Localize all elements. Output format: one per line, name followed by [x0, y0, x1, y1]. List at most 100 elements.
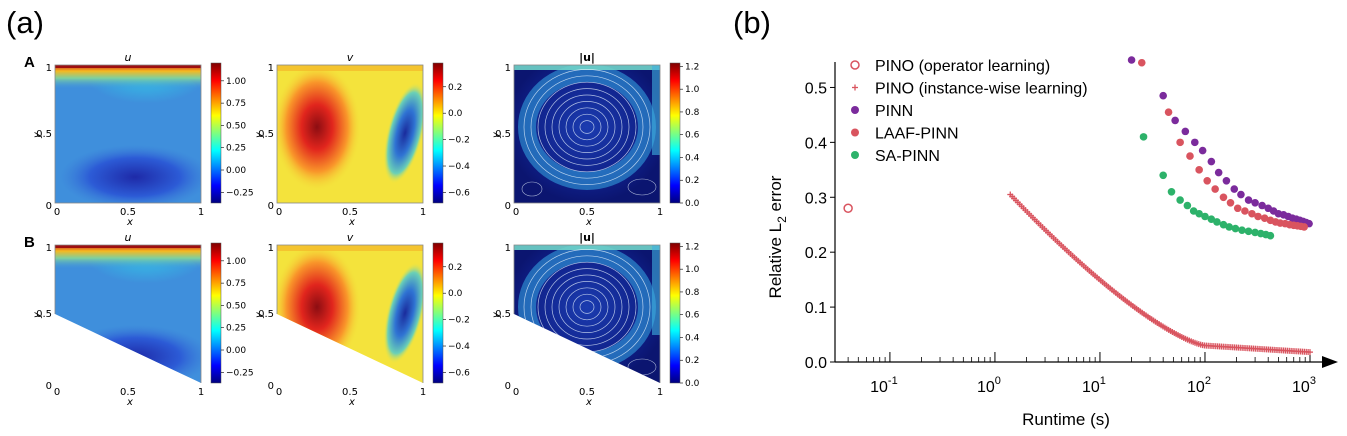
colorbar-tick-label: 0.2	[448, 263, 462, 273]
y-tick-label: 0.2	[805, 245, 827, 262]
y-tick-label: 0.5	[36, 129, 52, 140]
data-point	[1222, 177, 1231, 185]
data-point	[1167, 187, 1176, 196]
chart-axes	[834, 62, 1338, 368]
x-tick-label: 101	[1082, 375, 1106, 396]
data-point	[1244, 227, 1253, 236]
y-tick-label: 0.3	[805, 190, 827, 207]
row-label: B	[24, 234, 35, 251]
y-axis-label: y	[254, 311, 265, 319]
legend-label: SA-PINN	[875, 148, 940, 165]
data-point	[1251, 228, 1259, 237]
colorbar-tick-label: 0.75	[226, 279, 246, 289]
y-tick-label: 0	[505, 381, 511, 392]
colorbar-tick-label: 0.6	[685, 131, 700, 141]
field-title: v	[347, 51, 354, 64]
x-tick-label: 1	[420, 207, 426, 218]
x-axis-label: Runtime (s)	[1022, 410, 1110, 429]
colorbar-tick-label: 0.0	[685, 379, 700, 389]
data-point	[1213, 218, 1221, 226]
colorbar-tick-label: 1.00	[226, 77, 246, 87]
x-tick-label: 0.5	[120, 387, 136, 398]
y-axis-label: y	[32, 311, 43, 319]
colorbar-tick-label: −0.4	[448, 162, 470, 172]
series-laaf-pinn	[1137, 58, 1308, 231]
x-tick-label: 1	[657, 207, 663, 218]
y-tick-label: 0	[268, 201, 274, 212]
chart-marks	[843, 56, 1313, 356]
field-title: v	[347, 231, 354, 244]
x-tick-label: 1	[198, 207, 204, 218]
legend-marker	[851, 128, 859, 137]
colorbar-tick-label: 1.00	[226, 257, 246, 267]
x-axis-label: x	[126, 397, 133, 408]
y-tick-label: 0.1	[805, 300, 827, 317]
colorbar-tick-label: 0.00	[226, 346, 246, 356]
x-tick-label: 0.5	[579, 387, 595, 398]
data-point	[1233, 204, 1242, 213]
chart-ticks: 0.0 0.1 0.2 0.3 0.4 0.5 10-1 100 101 102 103	[805, 80, 1316, 396]
colorbar-tick-label: −0.25	[226, 188, 254, 198]
colorbar-tick-label: 0.8	[685, 108, 700, 118]
data-point	[1251, 198, 1259, 207]
colorbar-tick-label: 0.75	[226, 99, 246, 109]
colorbar-tick-label: 0.25	[226, 144, 246, 154]
data-point	[843, 203, 853, 214]
colorbar-tick-label: 0.4	[685, 153, 700, 163]
legend-marker	[850, 60, 860, 70]
y-tick-label: 0.5	[258, 309, 274, 320]
series-sa-pinn	[1139, 133, 1275, 240]
y-axis-label: y	[491, 131, 502, 139]
data-point	[1254, 212, 1262, 221]
panel-b-label: (b)	[733, 5, 771, 40]
data-point	[1186, 152, 1194, 160]
legend-item: PINN	[851, 103, 913, 120]
colorbar-tick-label: 0.2	[685, 176, 699, 186]
series-pinn	[1127, 56, 1313, 228]
data-point	[1266, 231, 1275, 240]
colorbar-tick-label: 1.0	[685, 265, 700, 275]
colorbar-tick-label: 0.0	[685, 199, 700, 209]
legend-item: SA-PINN	[851, 148, 940, 165]
data-point	[1195, 209, 1203, 218]
colorbar: 0.2 0.0 −0.2 −0.4 −0.6	[432, 242, 470, 384]
y-axis-label-tail: error	[766, 175, 785, 216]
legend-item: PINO (operator learning)	[850, 58, 1050, 75]
field-title: |u|	[579, 231, 595, 244]
data-point	[1219, 220, 1228, 229]
colorbar-tick-label: 0.2	[448, 83, 462, 93]
x-axis-label: x	[585, 217, 592, 228]
x-tick-label: 0	[276, 207, 282, 218]
x-axis-label: x	[126, 217, 133, 228]
colorbar-tick-label: −0.4	[448, 342, 470, 352]
row-label: A	[24, 54, 35, 71]
x-tick-label: 0	[276, 387, 282, 398]
y-tick-label: 1	[505, 243, 511, 254]
data-point	[1176, 138, 1184, 147]
field-title: |u|	[579, 51, 595, 64]
legend-marker	[851, 106, 859, 114]
colorbar-tick-label: −0.2	[448, 136, 470, 146]
x-axis-label: x	[585, 397, 592, 408]
x-tick-label: 0.5	[342, 387, 358, 398]
data-point	[1231, 224, 1240, 233]
y-tick-label: 0	[505, 201, 511, 212]
colorbar-tick-label: 0.50	[226, 301, 246, 311]
x-tick-label: 100	[977, 375, 1001, 396]
data-point	[1127, 56, 1136, 64]
data-point	[1300, 223, 1308, 231]
panel-a-label: (a)	[6, 5, 44, 40]
x-tick-label: 1	[657, 387, 663, 398]
data-point	[1159, 91, 1167, 100]
legend-item: PINO (instance-wise learning)	[852, 81, 1088, 98]
y-tick-label: 0	[46, 381, 52, 392]
chart-legend: PINO (operator learning) PINO (instance-w…	[850, 58, 1088, 165]
colorbar: 1.2 1.0 0.8 0.6 0.4 0.2 0.0	[669, 242, 700, 389]
data-point	[1225, 223, 1233, 231]
data-point	[1248, 209, 1256, 218]
y-tick-label: 0.4	[805, 135, 827, 152]
x-tick-label: 10-1	[870, 375, 898, 396]
data-point	[1164, 108, 1173, 116]
y-tick-label: 0.5	[258, 129, 274, 140]
